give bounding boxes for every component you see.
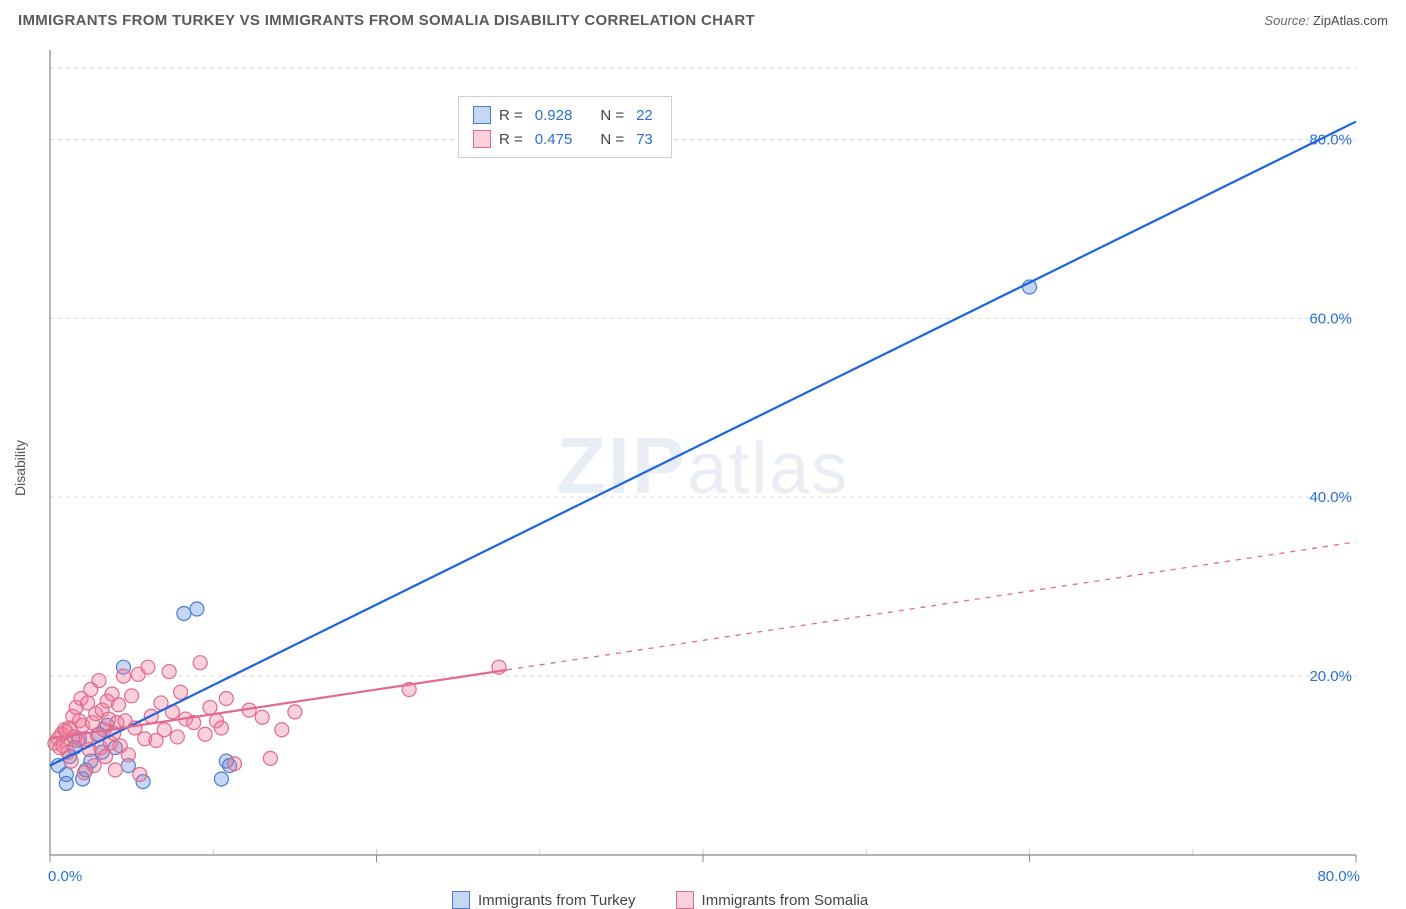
source-label: Source: (1264, 13, 1309, 28)
legend-n-value: 22 (636, 107, 653, 124)
legend-swatch (473, 106, 491, 124)
svg-text:60.0%: 60.0% (1309, 310, 1352, 327)
legend-r-value: 0.928 (535, 107, 573, 124)
legend-r-label: R = (499, 131, 523, 148)
legend-row: R = 0.928 N = 22 (473, 103, 657, 127)
series-legend-item: Immigrants from Somalia (676, 891, 869, 909)
correlation-legend-box: R = 0.928 N = 22 R = 0.475 N = 73 (458, 96, 672, 158)
series-legend-item: Immigrants from Turkey (452, 891, 636, 909)
series-legend: Immigrants from Turkey Immigrants from So… (452, 891, 868, 909)
series-name: Immigrants from Somalia (702, 892, 869, 909)
legend-swatch (473, 130, 491, 148)
legend-n-value: 73 (636, 131, 653, 148)
svg-text:20.0%: 20.0% (1309, 668, 1352, 685)
source-attribution: Source: ZipAtlas.com (1264, 13, 1388, 28)
legend-swatch (452, 891, 470, 909)
correlation-scatter-chart: 20.0%40.0%60.0%80.0%0.0%80.0% (0, 40, 1406, 892)
y-axis-label: Disability (12, 440, 28, 496)
legend-r-label: R = (499, 107, 523, 124)
source-name: ZipAtlas.com (1313, 13, 1388, 28)
legend-swatch (676, 891, 694, 909)
chart-title: IMMIGRANTS FROM TURKEY VS IMMIGRANTS FRO… (18, 12, 755, 29)
chart-container: 20.0%40.0%60.0%80.0%0.0%80.0% ZIPatlas D… (0, 40, 1406, 892)
svg-text:40.0%: 40.0% (1309, 489, 1352, 506)
legend-n-label: N = (600, 107, 624, 124)
legend-r-value: 0.475 (535, 131, 573, 148)
svg-text:0.0%: 0.0% (48, 868, 82, 885)
legend-n-label: N = (600, 131, 624, 148)
legend-row: R = 0.475 N = 73 (473, 127, 657, 151)
svg-text:80.0%: 80.0% (1317, 868, 1360, 885)
header: IMMIGRANTS FROM TURKEY VS IMMIGRANTS FRO… (0, 0, 1406, 40)
series-name: Immigrants from Turkey (478, 892, 636, 909)
